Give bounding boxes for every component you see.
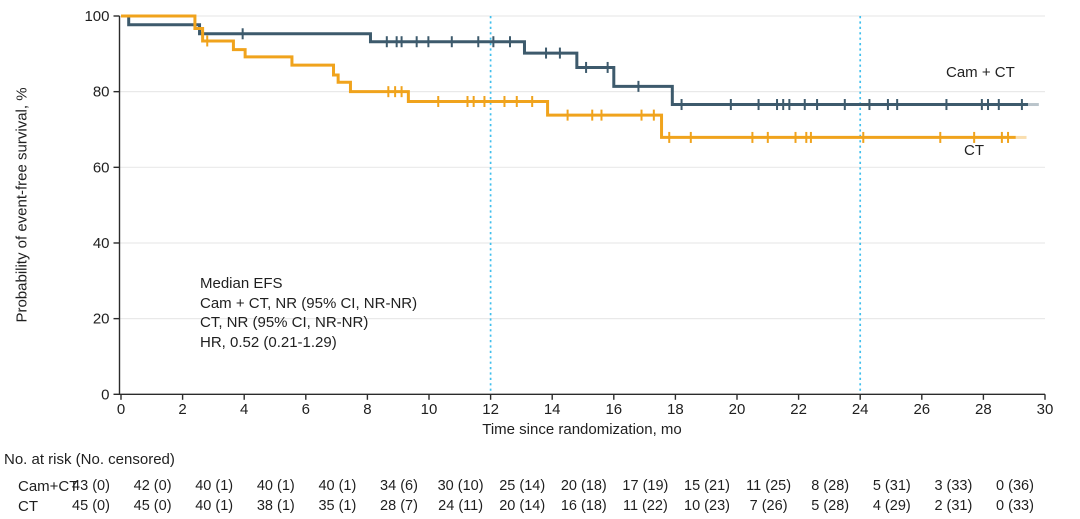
x-tick-label-10: 10 [421, 401, 438, 418]
annotation-line-median: Median EFS [200, 275, 283, 292]
x-tick-label-20: 20 [729, 401, 746, 418]
risk-cell-ct-4mo: 40 (1) [195, 498, 234, 514]
x-tick-label-6: 6 [302, 401, 310, 418]
risk-cell-camct-8mo: 40 (1) [318, 478, 357, 494]
y-tick-label-40: 40 [93, 235, 110, 252]
x-tick-label-4: 4 [240, 401, 248, 418]
risk-cell-camct-10mo: 34 (6) [380, 478, 418, 494]
risk-row-label-cam-ct: Cam+CT [18, 478, 79, 495]
curve-label-cam-ct: Cam + CT [946, 64, 1015, 81]
median-efs-annotation: Median EFS Cam + CT, NR (95% CI, NR-NR) … [200, 274, 417, 352]
risk-cell-camct-16mo: 20 (18) [560, 478, 607, 494]
x-tick-label-26: 26 [913, 401, 930, 418]
risk-cell-ct-18mo: 11 (22) [622, 498, 668, 514]
y-axis-title: Probability of event-free survival, % [13, 87, 31, 323]
x-tick-label-22: 22 [790, 401, 807, 418]
risk-table-header: No. at risk (No. censored) [4, 451, 175, 468]
km-curve-cam-ct [121, 14, 1029, 107]
annotation-line-camct: Cam + CT, NR (95% CI, NR-NR) [200, 294, 418, 312]
x-tick-label-24: 24 [852, 401, 869, 418]
risk-cell-camct-18mo: 17 (19) [622, 478, 669, 494]
x-tick-label-8: 8 [363, 401, 371, 418]
y-tick-label-20: 20 [93, 311, 110, 328]
risk-cell-ct-24mo: 5 (28) [811, 498, 850, 514]
risk-cell-camct-24mo: 8 (28) [811, 478, 850, 494]
x-tick-label-28: 28 [975, 401, 992, 418]
risk-cell-ct-14mo: 20 (14) [499, 498, 546, 514]
risk-cell-camct-14mo: 25 (14) [499, 478, 546, 494]
risk-cell-ct-12mo: 24 (11) [438, 498, 484, 514]
y-tick-label-100: 100 [84, 8, 109, 25]
x-tick-label-14: 14 [544, 401, 561, 418]
km-curve-ct [121, 14, 1016, 139]
risk-cell-ct-28mo: 2 (31) [934, 498, 973, 514]
curve-label-ct: CT [964, 142, 984, 159]
annotation-line-hr: HR, 0.52 (0.21-1.29) [200, 333, 337, 351]
risk-cell-camct-20mo: 15 (21) [684, 478, 730, 494]
risk-cell-ct-16mo: 16 (18) [560, 498, 607, 514]
x-tick-label-2: 2 [178, 401, 186, 418]
risk-cell-ct-10mo: 28 (7) [380, 498, 418, 514]
risk-cell-camct-22mo: 11 (25) [746, 478, 792, 494]
risk-cell-ct-26mo: 4 (29) [872, 498, 911, 514]
risk-cell-camct-30mo: 0 (36) [996, 478, 1034, 494]
risk-cell-camct-2mo: 42 (0) [133, 478, 172, 494]
x-tick-label-16: 16 [605, 401, 622, 418]
risk-cell-camct-28mo: 3 (33) [934, 478, 973, 494]
risk-cell-ct-8mo: 35 (1) [318, 498, 357, 514]
risk-cell-ct-20mo: 10 (23) [684, 498, 730, 514]
y-tick-label-80: 80 [93, 84, 110, 101]
x-tick-label-0: 0 [117, 401, 125, 418]
x-tick-label-30: 30 [1037, 401, 1054, 418]
risk-cell-ct-0mo: 45 (0) [72, 498, 110, 514]
x-tick-label-18: 18 [667, 401, 684, 418]
risk-cell-ct-22mo: 7 (26) [749, 498, 788, 514]
risk-cell-camct-12mo: 30 (10) [437, 478, 484, 494]
risk-cell-camct-4mo: 40 (1) [195, 478, 234, 494]
risk-cell-ct-6mo: 38 (1) [256, 498, 295, 514]
risk-cell-camct-0mo: 43 (0) [72, 478, 110, 494]
y-tick-label-0: 0 [101, 386, 109, 403]
x-tick-label-12: 12 [482, 401, 499, 418]
annotation-line-ct: CT, NR (95% CI, NR-NR) [200, 314, 369, 331]
risk-row-label-ct: CT [18, 498, 38, 515]
risk-cell-ct-2mo: 45 (0) [133, 498, 172, 514]
risk-cell-camct-26mo: 5 (31) [872, 478, 911, 494]
y-tick-label-60: 60 [93, 159, 110, 176]
risk-cell-camct-6mo: 40 (1) [256, 478, 295, 494]
risk-cell-ct-30mo: 0 (33) [996, 498, 1034, 514]
x-axis-title: Time since randomization, mo [482, 421, 682, 438]
